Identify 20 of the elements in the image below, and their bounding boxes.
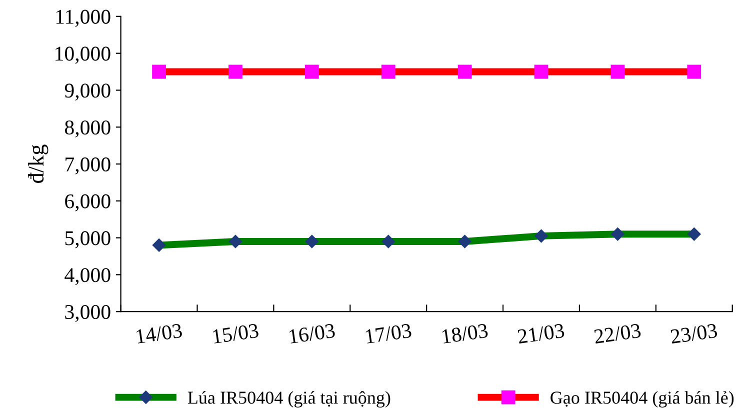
y-tick-label: 9,000: [64, 84, 110, 101]
x-tick-label: 15/03: [212, 323, 259, 344]
legend-label: Gạo IR50404 (giá bán lẻ): [550, 391, 734, 408]
y-axis-title: đ/kg: [28, 144, 48, 183]
x-tick-label: 23/03: [670, 323, 718, 344]
x-tick-label: 14/03: [136, 323, 182, 344]
y-tick-label: 11,000: [56, 10, 110, 27]
y-tick-label: 10,000: [56, 46, 110, 64]
x-tick-label: 18/03: [442, 323, 488, 344]
y-tick-label: 6,000: [65, 194, 110, 212]
y-tick-label: 4,000: [64, 268, 110, 286]
y-tick-label: 3,000: [65, 304, 110, 322]
x-tick-label: 16/03: [288, 323, 336, 344]
y-tick-label: 8,000: [64, 120, 110, 138]
legend-label: Lúa IR50404 (giá tại ruộng): [188, 391, 390, 408]
y-tick-label: 7,000: [66, 157, 110, 174]
y-tick-label: 5,000: [65, 231, 110, 248]
x-tick-label: 17/03: [365, 323, 412, 344]
x-tick-label: 21/03: [517, 323, 565, 344]
x-tick-label: 22/03: [594, 323, 642, 344]
